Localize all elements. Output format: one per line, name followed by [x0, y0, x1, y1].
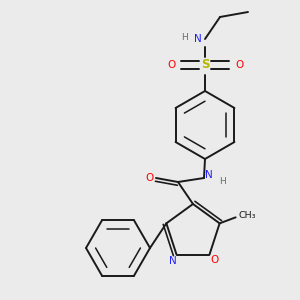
Text: O: O [145, 173, 153, 183]
Text: CH₃: CH₃ [239, 211, 256, 220]
Text: N: N [194, 34, 202, 44]
Text: O: O [167, 60, 175, 70]
Text: H: H [219, 178, 225, 187]
Text: O: O [210, 255, 219, 265]
Text: O: O [235, 60, 243, 70]
Text: S: S [201, 58, 209, 71]
Text: N: N [205, 170, 213, 180]
Text: H: H [182, 32, 188, 41]
Text: N: N [169, 256, 176, 266]
